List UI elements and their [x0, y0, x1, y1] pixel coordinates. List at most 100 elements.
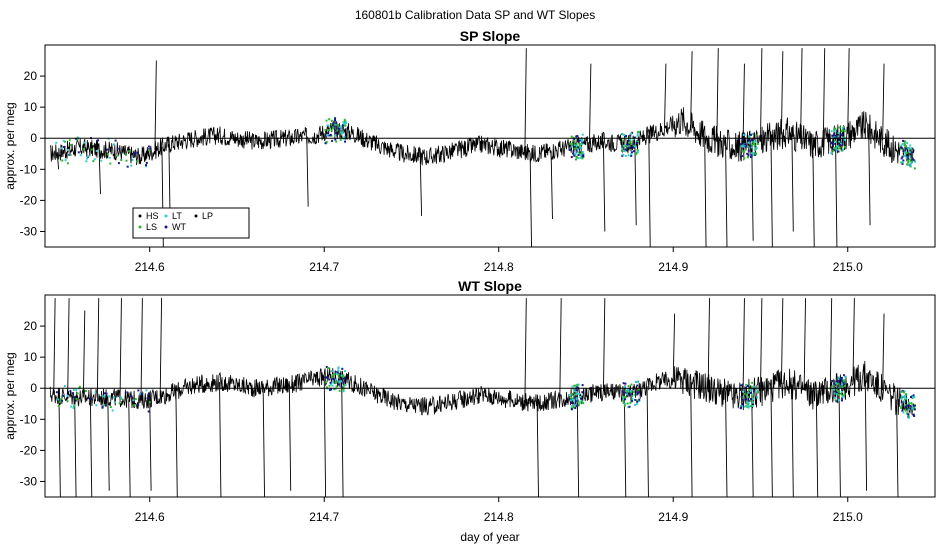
- calibration-point: [332, 126, 335, 129]
- y-tick-label: -30: [20, 474, 38, 488]
- calibration-point: [338, 380, 341, 383]
- calibration-point: [754, 141, 757, 144]
- calibration-point: [902, 411, 905, 414]
- spike-37: [815, 393, 819, 497]
- calibration-point: [343, 135, 346, 138]
- calibration-point: [120, 396, 123, 399]
- calibration-point: [333, 125, 336, 128]
- calibration-point: [625, 148, 628, 151]
- calibration-point: [751, 132, 754, 135]
- calibration-point: [571, 142, 574, 145]
- calibration-point: [747, 399, 750, 402]
- calibration-point: [329, 381, 332, 384]
- panel-title: SP Slope: [460, 28, 521, 44]
- calibration-point: [340, 133, 343, 136]
- plot-frame: [44, 294, 936, 498]
- calibration-point: [330, 129, 333, 132]
- calibration-point: [622, 398, 625, 400]
- calibration-point: [109, 162, 112, 165]
- spike-18: [725, 144, 728, 247]
- calibration-point: [149, 147, 152, 150]
- calibration-point: [576, 383, 579, 386]
- spike-41: [864, 375, 868, 491]
- calibration-point: [104, 404, 107, 407]
- calibration-point: [330, 123, 333, 126]
- calibration-point: [901, 143, 904, 146]
- spike-7: [107, 397, 110, 491]
- calibration-point: [68, 139, 71, 142]
- calibration-point: [903, 391, 905, 394]
- calibration-point: [330, 125, 333, 128]
- calibration-point: [577, 383, 580, 386]
- calibration-point: [911, 407, 914, 410]
- calibration-point: [840, 385, 843, 388]
- calibration-point: [342, 388, 345, 391]
- calibration-point: [839, 392, 842, 395]
- spike-3: [74, 396, 77, 497]
- calibration-point: [636, 380, 639, 383]
- calibration-point: [576, 151, 579, 154]
- calibration-point: [914, 160, 916, 163]
- calibration-point: [335, 385, 338, 388]
- calibration-point: [630, 383, 633, 386]
- spike-12: [159, 298, 163, 397]
- calibration-point: [82, 148, 85, 151]
- calibration-point: [576, 135, 579, 137]
- calibration-point: [90, 148, 93, 151]
- calibration-point: [61, 399, 64, 402]
- calibration-point: [632, 143, 635, 146]
- calibration-point: [570, 135, 573, 138]
- calibration-point: [581, 138, 584, 141]
- calibration-point: [328, 134, 331, 137]
- calibration-point: [625, 393, 628, 396]
- spike-34: [780, 298, 784, 384]
- sp-slope-panel: SP Slope 20 10 0 -10 -20 -30 214.6 214.7 214.8 214…: [3, 28, 936, 274]
- y-tick-label: -10: [20, 162, 38, 176]
- calibration-point: [751, 393, 753, 396]
- calibration-point: [580, 400, 583, 403]
- legend: HS LT LP LS WT: [132, 207, 250, 239]
- legend-box: [132, 207, 250, 239]
- calibration-point: [631, 395, 634, 397]
- calibration-point: [66, 149, 69, 151]
- calibration-point: [629, 401, 632, 404]
- calibration-point: [743, 157, 746, 160]
- calibration-point: [331, 381, 334, 384]
- calibration-point: [750, 138, 753, 141]
- calibration-point: [622, 395, 625, 398]
- x-axis-label: day of year: [460, 530, 519, 544]
- calibration-point: [908, 148, 911, 151]
- calibration-point: [839, 133, 842, 136]
- calibration-point: [620, 149, 623, 152]
- calibration-point: [336, 129, 339, 132]
- calibration-point: [835, 400, 838, 403]
- calibration-point: [834, 384, 837, 387]
- calibration-point: [69, 154, 72, 156]
- calibration-point: [575, 147, 578, 150]
- calibration-point: [740, 406, 742, 409]
- calibration-point: [145, 164, 147, 167]
- calibration-point: [637, 140, 639, 143]
- spike-25: [646, 386, 649, 497]
- calibration-point: [137, 389, 140, 392]
- calibration-point: [841, 383, 844, 386]
- calibration-point: [629, 390, 632, 393]
- calibration-point: [578, 393, 581, 396]
- calibration-point: [621, 390, 624, 393]
- legend-label-wt: WT: [172, 222, 186, 232]
- calibration-point: [630, 132, 633, 135]
- calibration-point: [624, 154, 627, 157]
- panel-title: WT Slope: [458, 278, 522, 294]
- calibration-point: [623, 386, 626, 388]
- calibration-point: [622, 133, 624, 136]
- calibration-point: [573, 147, 576, 150]
- calibration-point: [912, 405, 915, 408]
- calibration-point: [575, 405, 578, 408]
- calibration-point: [626, 145, 629, 148]
- calibration-point: [326, 132, 329, 135]
- calibration-point: [103, 395, 106, 398]
- calibration-point: [570, 405, 573, 408]
- calibration-point: [570, 402, 573, 404]
- calibration-point: [338, 383, 340, 386]
- calibration-point: [570, 145, 573, 148]
